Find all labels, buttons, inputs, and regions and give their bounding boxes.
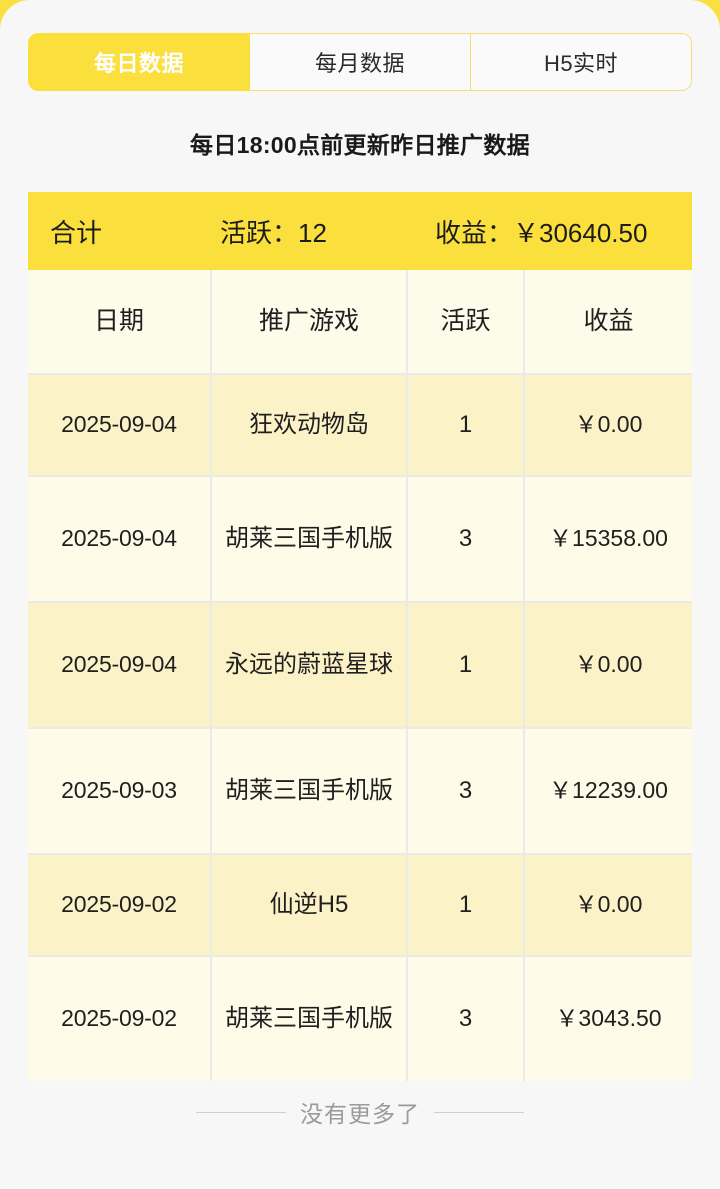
summary-active-value: 活跃：12 xyxy=(220,217,327,248)
cell-active: 3 xyxy=(408,477,525,601)
tab-monthly-data[interactable]: 每月数据 xyxy=(250,33,471,91)
cell-date: 2025-09-04 xyxy=(28,477,212,601)
tab-label: 每月数据 xyxy=(314,51,405,76)
divider-line-left xyxy=(196,1111,286,1113)
cell-game: 胡莱三国手机版 xyxy=(212,729,408,853)
cell-active: 3 xyxy=(408,957,525,1081)
summary-row: 合计 活跃：12 收益：￥30640.50 xyxy=(28,192,692,270)
table-row[interactable]: 2025-09-04 狂欢动物岛 1 ￥0.00 xyxy=(28,373,692,475)
table-row[interactable]: 2025-09-02 仙逆H5 1 ￥0.00 xyxy=(28,853,692,955)
cell-income: ￥12239.00 xyxy=(525,729,692,853)
column-header-date: 日期 xyxy=(28,270,212,373)
cell-game: 胡莱三国手机版 xyxy=(212,477,408,601)
update-notice: 每日18:00点前更新昨日推广数据 xyxy=(190,132,530,158)
cell-active: 1 xyxy=(408,375,525,475)
cell-date: 2025-09-04 xyxy=(28,375,212,475)
column-header-game: 推广游戏 xyxy=(212,270,408,373)
list-end-indicator: 没有更多了 xyxy=(0,1095,720,1129)
summary-total-label: 合计 xyxy=(50,217,103,248)
divider-line-right xyxy=(434,1111,524,1113)
table-row[interactable]: 2025-09-03 胡莱三国手机版 3 ￥12239.00 xyxy=(28,727,692,853)
tab-label: H5实时 xyxy=(543,51,619,76)
tab-bar: 每日数据 每月数据 H5实时 xyxy=(28,33,692,91)
cell-game: 仙逆H5 xyxy=(212,855,408,955)
cell-income: ￥15358.00 xyxy=(525,477,692,601)
cell-active: 3 xyxy=(408,729,525,853)
cell-income: ￥0.00 xyxy=(525,603,692,727)
cell-date: 2025-09-03 xyxy=(28,729,212,853)
tab-daily-data[interactable]: 每日数据 xyxy=(28,33,250,91)
tab-h5-realtime[interactable]: H5实时 xyxy=(471,33,692,91)
list-end-text: 没有更多了 xyxy=(300,1101,420,1127)
column-header-income: 收益 xyxy=(583,306,634,335)
cell-game: 胡莱三国手机版 xyxy=(212,957,408,1081)
tab-label: 每日数据 xyxy=(93,51,184,76)
table-row[interactable]: 2025-09-02 胡莱三国手机版 3 ￥3043.50 xyxy=(28,955,692,1081)
summary-income-value: 收益：￥30640.50 xyxy=(435,217,648,248)
cell-active: 1 xyxy=(408,603,525,727)
cell-active: 1 xyxy=(408,855,525,955)
cell-game: 狂欢动物岛 xyxy=(212,375,408,475)
table-row[interactable]: 2025-09-04 永远的蔚蓝星球 1 ￥0.00 xyxy=(28,601,692,727)
cell-date: 2025-09-02 xyxy=(28,855,212,955)
table-header-row: 日期 推广游戏 活跃 收益 xyxy=(28,270,692,373)
cell-income: ￥3043.50 xyxy=(525,957,692,1081)
table-row[interactable]: 2025-09-04 胡莱三国手机版 3 ￥15358.00 xyxy=(28,475,692,601)
cell-income: ￥0.00 xyxy=(525,855,692,955)
cell-date: 2025-09-04 xyxy=(28,603,212,727)
column-header-active: 活跃 xyxy=(408,270,525,373)
promotion-data-table: 合计 活跃：12 收益：￥30640.50 日期 推广游戏 活跃 收益 2025… xyxy=(28,192,692,1081)
cell-date: 2025-09-02 xyxy=(28,957,212,1081)
cell-game: 永远的蔚蓝星球 xyxy=(212,603,408,727)
cell-income: ￥0.00 xyxy=(525,375,692,475)
